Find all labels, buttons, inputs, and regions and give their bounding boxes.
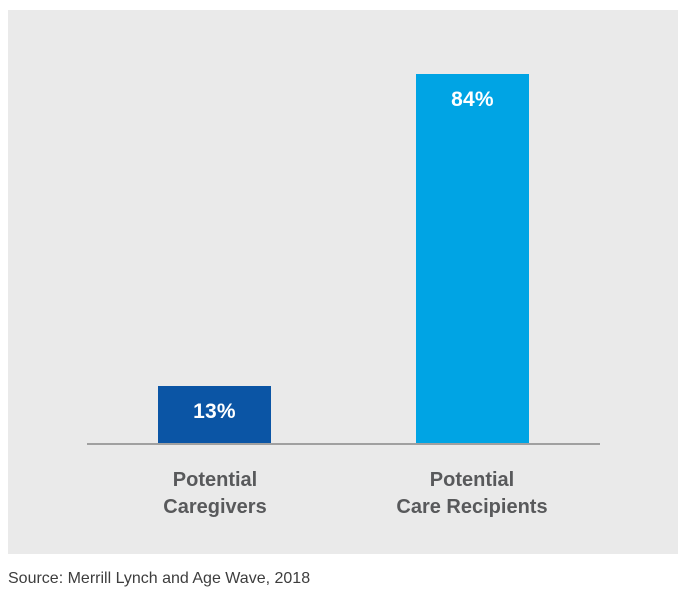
category-label-potential-caregivers: Potential Caregivers	[85, 467, 345, 521]
category-label-line1: Potential	[172, 469, 258, 491]
category-label-potential-care-recipients: Potential Care Recipients	[342, 467, 602, 521]
bar-potential-caregivers: 13%	[158, 386, 271, 443]
source-caption: Source: Merrill Lynch and Age Wave, 2018	[8, 570, 311, 587]
x-axis-line	[87, 443, 600, 445]
bar-potential-care-recipients: 84%	[416, 74, 529, 443]
bar-value-label-caregivers: 13%	[193, 400, 236, 423]
category-label-line1: Potential	[429, 469, 515, 491]
category-label-line2: Caregivers	[163, 496, 267, 518]
chart-panel: 13% 84% Potential Caregivers Potential C…	[8, 10, 678, 554]
bar-value-label-care-recipients: 84%	[451, 88, 494, 111]
category-label-line2: Care Recipients	[396, 496, 548, 518]
